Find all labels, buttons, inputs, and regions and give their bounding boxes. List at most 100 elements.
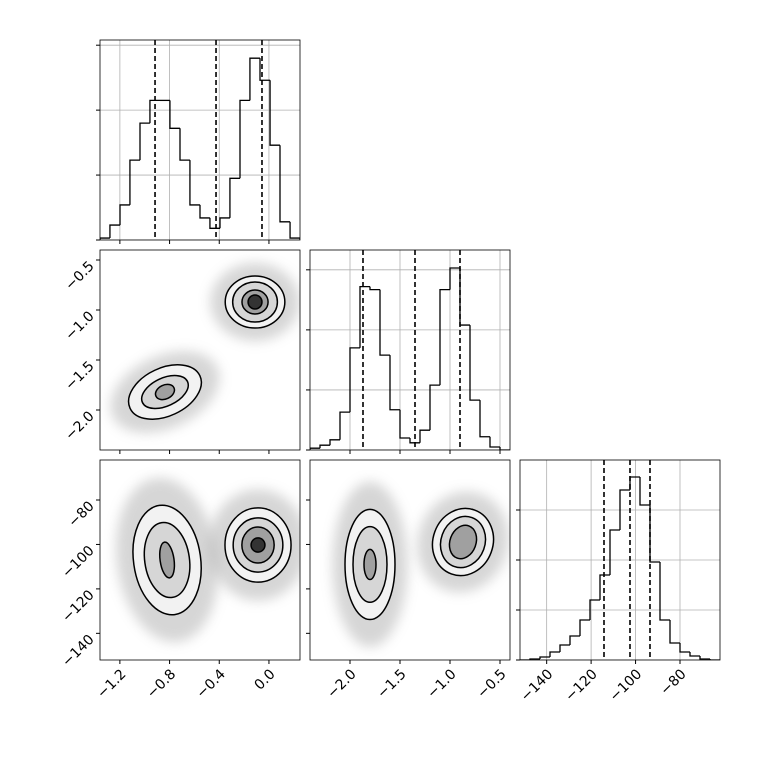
y-tick-label: −100	[59, 543, 98, 582]
histogram-step	[239, 99, 250, 179]
y-tick-label: −0.5	[62, 258, 97, 293]
histogram-step	[229, 177, 240, 218]
x-tick-label: −1.0	[424, 666, 459, 701]
histogram-step	[669, 620, 680, 644]
x-tick-label: −0.5	[474, 666, 509, 701]
histogram-step	[359, 285, 370, 348]
histogram-step	[649, 505, 660, 563]
y-tick-label: −80	[65, 498, 97, 530]
y-tick-label: −140	[59, 632, 98, 671]
histogram-step	[329, 439, 340, 446]
panel-plot	[100, 40, 300, 240]
histogram-step	[689, 652, 700, 657]
histogram-step	[119, 204, 130, 226]
x-tick-label: −2.0	[324, 666, 359, 701]
histogram-step	[109, 224, 120, 239]
histogram-step	[499, 446, 510, 450]
histogram-step	[259, 58, 271, 81]
histogram-step	[319, 444, 330, 449]
panel-frame	[309, 459, 511, 661]
histogram-step	[100, 237, 110, 240]
x-tick-label: −1.5	[374, 666, 409, 701]
histogram-step	[249, 57, 260, 101]
panel-frame	[309, 249, 511, 451]
contour	[247, 294, 263, 310]
panel-frame	[99, 459, 301, 661]
x-tick-label: −0.8	[144, 666, 179, 701]
x-tick-label: −80	[657, 666, 689, 698]
histogram-step	[389, 355, 400, 411]
histogram-step	[149, 99, 160, 124]
histogram-step	[419, 429, 430, 443]
histogram-step	[199, 204, 210, 219]
histogram-step	[439, 288, 450, 386]
histogram-step	[539, 656, 550, 659]
panel-plot	[115, 477, 300, 643]
histogram-step	[609, 529, 620, 575]
histogram-step	[310, 447, 320, 450]
panel: −0.5 −1.0 −1.5 −2.0	[62, 249, 301, 454]
histogram-step	[639, 477, 650, 506]
histogram-step	[599, 574, 610, 600]
histogram-step	[459, 268, 470, 326]
histogram-step	[429, 384, 440, 431]
histogram-step	[289, 221, 300, 240]
histogram-step	[139, 122, 150, 161]
histogram-step	[129, 159, 140, 205]
y-tick-label: −2.0	[62, 408, 97, 443]
contour	[159, 541, 176, 579]
histogram-step	[219, 217, 230, 229]
histogram-step	[349, 347, 360, 413]
x-tick-label: −120	[562, 666, 601, 705]
panel-frame	[99, 39, 301, 241]
contour	[448, 524, 478, 560]
histogram-step	[659, 562, 670, 621]
panel: −140 −120 −100 −80	[516, 459, 721, 705]
panel-frame	[519, 459, 721, 661]
histogram-step	[629, 476, 640, 490]
histogram-step	[619, 489, 630, 530]
histogram-step	[409, 437, 420, 444]
y-tick-label: −1.5	[62, 358, 97, 393]
panel	[306, 249, 511, 454]
histogram-step	[679, 643, 690, 653]
histogram-step	[469, 325, 480, 401]
histogram-step	[369, 286, 380, 291]
x-tick-label: −1.2	[94, 666, 129, 701]
panel-plot	[520, 460, 720, 660]
y-tick-label: −1.0	[62, 308, 97, 343]
panel	[96, 39, 301, 244]
histogram-step	[449, 267, 460, 290]
panel: −1.2 −0.8 −0.4 0.0 −80 −100 −120 −140	[59, 459, 301, 702]
histogram-step	[269, 80, 280, 146]
histogram-step	[279, 145, 291, 223]
x-tick-label: −140	[518, 666, 557, 705]
x-tick-label: −0.4	[194, 666, 229, 701]
panel-frame	[99, 249, 301, 451]
panel-plot	[110, 263, 300, 433]
panel: −2.0 −1.5 −1.0 −0.5	[306, 459, 511, 702]
histogram-step	[209, 217, 220, 229]
histogram-step	[189, 160, 200, 206]
panel-plot	[310, 250, 510, 450]
histogram-step	[399, 409, 410, 439]
x-tick-label: 0.0	[252, 666, 279, 693]
contour	[250, 537, 266, 553]
histogram-step	[699, 656, 710, 660]
contour	[363, 548, 377, 581]
histogram-step	[179, 128, 190, 161]
x-tick-label: −100	[607, 666, 646, 705]
histogram-step	[169, 100, 180, 129]
histogram-step	[479, 400, 490, 438]
histogram-step	[569, 635, 580, 645]
histogram-step	[709, 659, 720, 660]
histogram-step	[559, 644, 570, 652]
histogram-step	[579, 619, 590, 636]
contour	[154, 383, 176, 401]
histogram-step	[489, 436, 500, 448]
histogram-step	[589, 599, 600, 620]
histogram-step	[379, 289, 390, 356]
histogram-step	[549, 651, 560, 657]
